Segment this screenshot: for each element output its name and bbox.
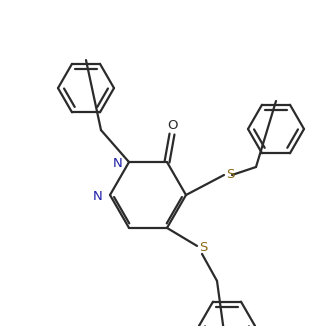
Text: S: S	[226, 168, 234, 181]
Text: S: S	[199, 242, 207, 254]
Text: N: N	[112, 156, 122, 170]
Text: N: N	[93, 189, 103, 202]
Text: O: O	[167, 119, 177, 132]
